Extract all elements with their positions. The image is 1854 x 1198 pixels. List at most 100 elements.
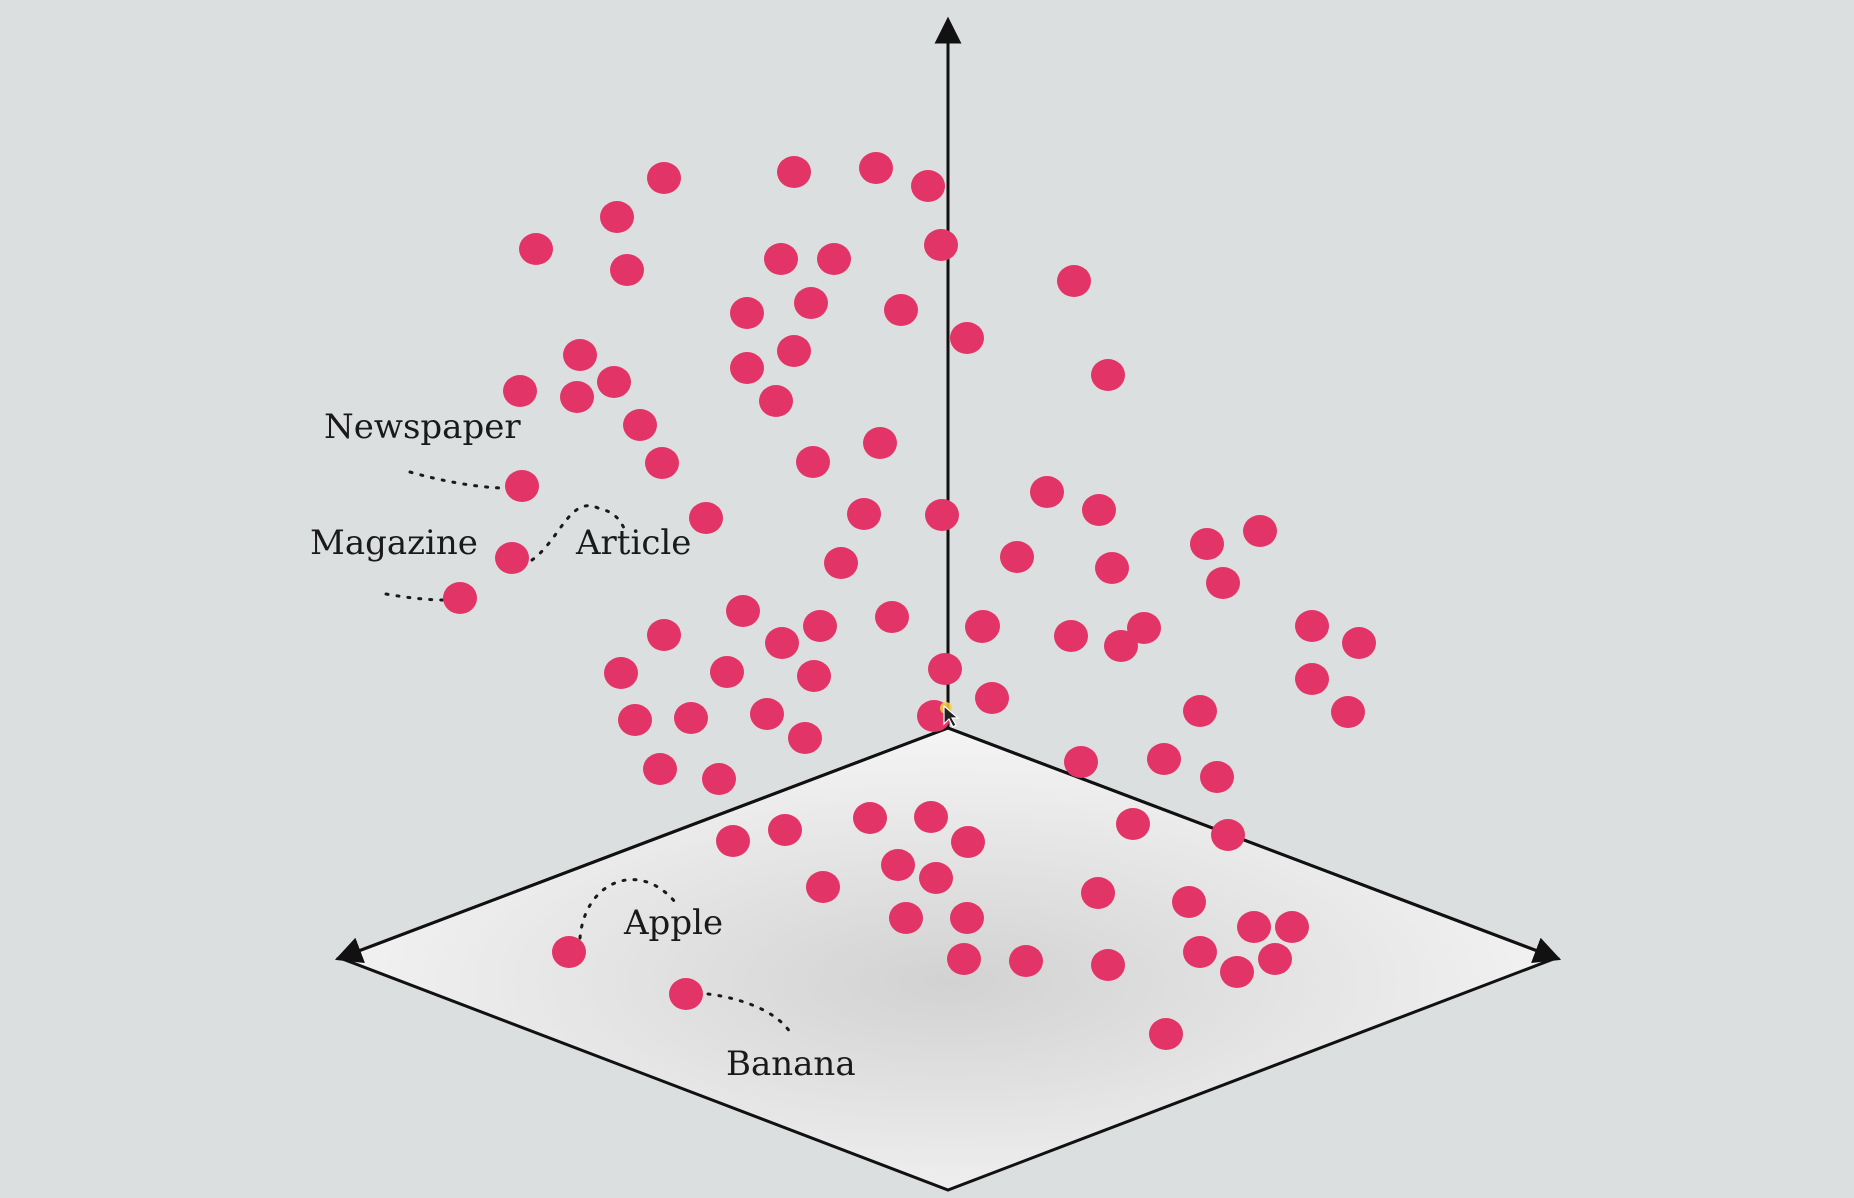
- embedding-point: [647, 162, 681, 194]
- embedding-point: [975, 682, 1009, 714]
- embedding-point: [1149, 1018, 1183, 1050]
- embedding-point: [730, 297, 764, 329]
- embedding-point: [726, 595, 760, 627]
- embedding-point: [1275, 911, 1309, 943]
- embedding-point: [788, 722, 822, 754]
- embedding-point: [1081, 877, 1115, 909]
- embedding-point: [863, 427, 897, 459]
- embedding-point: [1057, 265, 1091, 297]
- embedding-point: [950, 322, 984, 354]
- embedding-point: [914, 801, 948, 833]
- embedding-point: [643, 753, 677, 785]
- embedding-point: [604, 657, 638, 689]
- embedding-point: [889, 902, 923, 934]
- embedding-point: [817, 243, 851, 275]
- embedding-point: [1295, 610, 1329, 642]
- embedding-point: [925, 499, 959, 531]
- embedding-points: [443, 152, 1376, 1050]
- left-axis: [334, 726, 949, 963]
- embedding-point: [503, 375, 537, 407]
- embedding-point: [847, 498, 881, 530]
- embedding-point: [1127, 612, 1161, 644]
- banana-leader: [706, 992, 792, 1034]
- embedding-point: [1116, 808, 1150, 840]
- newspaper-leader: [408, 470, 502, 490]
- embedding-point: [1030, 476, 1064, 508]
- embedding-point: [806, 871, 840, 903]
- embedding-point: [645, 447, 679, 479]
- embedding-point: [1258, 943, 1292, 975]
- embedding-point: [610, 254, 644, 286]
- embedding-point: [1206, 567, 1240, 599]
- embedding-point: [716, 825, 750, 857]
- embedding-point: [875, 601, 909, 633]
- embedding-point: [764, 243, 798, 275]
- embedding-point: [750, 698, 784, 730]
- embedding-point: [552, 936, 586, 968]
- embedding-point: [777, 156, 811, 188]
- embedding-point: [796, 446, 830, 478]
- embedding-point: [1237, 911, 1271, 943]
- embedding-point: [1200, 761, 1234, 793]
- embedding-point: [1000, 541, 1034, 573]
- embedding-point: [765, 627, 799, 659]
- embedding-point: [618, 704, 652, 736]
- embedding-point: [1331, 696, 1365, 728]
- embedding-point: [1064, 746, 1098, 778]
- label-newspaper: Newspaper: [324, 407, 521, 447]
- embedding-point: [853, 802, 887, 834]
- embedding-point: [505, 470, 539, 502]
- embedding-point: [600, 201, 634, 233]
- embedding-point: [563, 339, 597, 371]
- embedding-point: [803, 610, 837, 642]
- embedding-point: [1104, 630, 1138, 662]
- embedding-point: [1147, 743, 1181, 775]
- embedding-point: [924, 229, 958, 261]
- embedding-point: [881, 849, 915, 881]
- mouse-pointer-icon: [940, 702, 960, 728]
- embedding-point: [1295, 663, 1329, 695]
- embedding-point: [560, 381, 594, 413]
- embedding-point: [919, 862, 953, 894]
- embedding-point: [1009, 945, 1043, 977]
- embedding-point: [1220, 956, 1254, 988]
- embedding-point: [689, 502, 723, 534]
- embedding-point: [1091, 359, 1125, 391]
- embedding-point: [519, 233, 553, 265]
- magazine-leader: [384, 592, 448, 602]
- embedding-point: [495, 542, 529, 574]
- embedding-point: [950, 902, 984, 934]
- label-article: Article: [575, 523, 691, 563]
- embedding-point: [928, 653, 962, 685]
- embedding-point: [951, 826, 985, 858]
- embedding-point: [797, 660, 831, 692]
- embedding-point: [443, 582, 477, 614]
- embedding-point: [623, 409, 657, 441]
- embedding-point: [1243, 515, 1277, 547]
- embedding-point: [794, 287, 828, 319]
- embedding-point: [597, 366, 631, 398]
- embedding-point: [674, 702, 708, 734]
- embedding-point: [1091, 949, 1125, 981]
- embedding-point: [710, 656, 744, 688]
- embedding-point: [768, 814, 802, 846]
- embedding-point: [730, 352, 764, 384]
- embedding-point: [884, 294, 918, 326]
- label-apple: Apple: [623, 903, 723, 943]
- label-magazine: Magazine: [310, 523, 478, 563]
- label-banana: Banana: [726, 1044, 856, 1084]
- embedding-point: [669, 978, 703, 1010]
- embedding-point: [1054, 620, 1088, 652]
- embedding-point: [1082, 494, 1116, 526]
- embedding-point: [759, 385, 793, 417]
- embedding-point: [777, 335, 811, 367]
- embedding-point: [1190, 528, 1224, 560]
- embedding-point: [1095, 552, 1129, 584]
- right-axis: [947, 726, 1562, 963]
- embedding-point: [824, 547, 858, 579]
- embedding-point: [965, 611, 999, 643]
- embedding-point: [1211, 819, 1245, 851]
- embedding-point: [1183, 936, 1217, 968]
- embedding-point: [947, 943, 981, 975]
